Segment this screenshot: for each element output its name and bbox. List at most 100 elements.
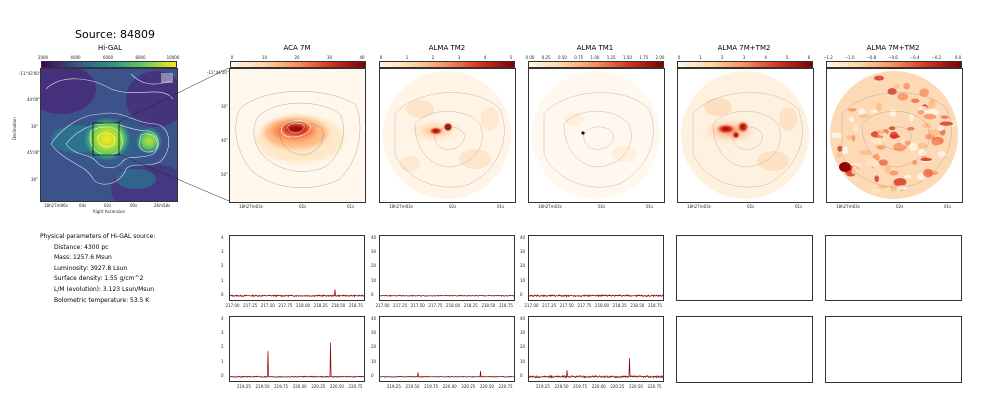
- colorbar-tick-label: −0.6: [888, 55, 898, 60]
- noise-blob: [873, 75, 885, 81]
- higal-ytick-5: 30": [31, 177, 38, 182]
- noise-blob: [937, 151, 947, 158]
- spectrum-ytick-label: 20: [371, 263, 377, 269]
- colorbar-tick-label: 2: [431, 55, 435, 60]
- spectrum-xtick-label: 219.75: [424, 384, 439, 389]
- spectrum-ytick-label: 0: [520, 372, 523, 378]
- panel-title-aca7m: ACA 7M: [283, 44, 311, 52]
- spectrum-xtick-label: 219.50: [405, 384, 420, 389]
- param-mass: Mass: 1257.6 Msun: [54, 254, 112, 262]
- noise-blob: [876, 102, 882, 112]
- map-xtick-label: 01s: [497, 204, 505, 209]
- noise-blob: [909, 142, 918, 152]
- noise-blob: [937, 126, 945, 131]
- colorbar-tick-label: 5: [786, 55, 789, 60]
- param-tbol: Bolometric temperature: 53.5 K: [54, 296, 150, 304]
- colorbar-tm1: [528, 61, 664, 68]
- spectrum-xtick-label: 217.00: [225, 303, 240, 308]
- panel-title-7m-tm2-neg: ALMA 7M+TM2: [866, 44, 920, 52]
- param-luminosity: Luminosity: 3927.8 Lsun: [54, 264, 128, 272]
- colorbar-tick-label: 4: [483, 55, 487, 60]
- colorbar-tick-label: −1.2: [823, 55, 833, 60]
- 7m-tm2-map: [677, 68, 814, 203]
- colorbar-tick-label: 4: [764, 55, 767, 60]
- noise-blob: [859, 114, 870, 118]
- map-xtick-label: 02s: [896, 204, 904, 209]
- spectrum-ytick-label: 0: [221, 291, 224, 297]
- param-distance: Distance: 4300 pc: [54, 243, 109, 251]
- higal-ytick-2: 44'00": [27, 97, 41, 102]
- colorbar-tick-label: 0.25: [541, 55, 551, 60]
- noise-blob: [876, 129, 885, 134]
- noise-blob: [904, 140, 911, 146]
- colorbar-aca7m: [230, 61, 366, 68]
- noise-blob: [851, 166, 858, 175]
- spectrum-line: [380, 371, 514, 378]
- higal-ytick-1: -11°43'00": [19, 71, 41, 76]
- spectrum-line: [230, 289, 364, 298]
- noise-blob: [920, 157, 932, 162]
- higal-xtick-1: 18h27m06s: [44, 203, 68, 208]
- spectrum-ytick-label: 20: [371, 344, 377, 350]
- noise-blob: [839, 162, 851, 172]
- empty-spectrum-panel: [825, 316, 962, 383]
- spectrum-plot: [230, 342, 364, 378]
- spectrum-xtick-label: 219.50: [255, 384, 270, 389]
- spectrum-xtick-label: 218.75: [498, 303, 513, 308]
- empty-spectrum-panel: [825, 235, 962, 301]
- noise-blob: [835, 152, 842, 158]
- colorbar-tick-label: 0.0: [954, 55, 962, 60]
- spectrum-xtick-label: 217.75: [278, 303, 293, 308]
- empty-spectrum-panel: [676, 235, 813, 301]
- spectrum-panel: [528, 235, 664, 301]
- spectrum-panel: [229, 235, 365, 301]
- colorbar-tick-label: 30: [326, 55, 333, 60]
- spectrum-line: [380, 294, 514, 297]
- noise-blob: [847, 108, 857, 112]
- spectrum-ytick-label: 40: [371, 315, 377, 321]
- panel-title-higal: Hi-GAL: [97, 44, 123, 52]
- colorbar-tick-label: −0.8: [866, 55, 877, 60]
- noise-blob: [918, 142, 927, 149]
- colorbar-7m-tm2: [677, 61, 813, 68]
- spectrum-xtick-label: 220.25: [461, 384, 476, 389]
- spectrum-ytick-label: 30: [520, 330, 526, 336]
- spectrum-xtick-label: 218.25: [463, 303, 478, 308]
- noise-blob: [851, 134, 856, 142]
- colorbar-tick-label: −0.2: [931, 55, 942, 60]
- spectrum-xtick-label: 219.50: [554, 384, 569, 389]
- colorbar-tick-label: 3: [742, 55, 746, 60]
- spectrum-xtick-label: 217.00: [375, 303, 390, 308]
- spectrum-xtick-label: 217.50: [559, 303, 574, 308]
- spectrum-xtick-label: 217.75: [577, 303, 592, 308]
- spectrum-xtick-label: 217.25: [393, 303, 408, 308]
- colorbar-tick-label: 6000: [102, 55, 114, 60]
- map-ytick-label: 30": [221, 104, 228, 109]
- colorbar-tick-label: 0: [677, 55, 681, 60]
- spectrum-xtick-label: 220.00: [442, 384, 457, 389]
- colorbar-tick-label: 1.75: [639, 55, 649, 60]
- page-title: Source: 84809: [75, 28, 155, 41]
- spectrum-ytick-label: 10: [371, 358, 377, 364]
- noise-blob: [884, 165, 891, 174]
- colorbar-tick-label: −0.4: [909, 55, 920, 60]
- spectrum-ytick-label: 3: [221, 330, 224, 336]
- spectrum-ytick-label: 4: [221, 315, 224, 321]
- spectrum-xtick-label: 218.00: [446, 303, 461, 308]
- noise-blob: [928, 129, 941, 136]
- spectrum-ytick-label: 30: [371, 249, 377, 255]
- spectrum-panel: [528, 316, 664, 382]
- map-ytick-label: -11°44'20": [207, 70, 229, 75]
- panel-title-tm2: ALMA TM2: [428, 44, 466, 52]
- spectrum-xtick-label: 217.75: [428, 303, 443, 308]
- higal-xtick-2: 04s: [79, 203, 87, 208]
- noise-blob: [928, 100, 936, 108]
- spectrum-xtick-label: 220.00: [591, 384, 606, 389]
- spectrum-plot: [529, 294, 663, 298]
- spectrum-xtick-label: 217.25: [542, 303, 557, 308]
- spectrum-panel: [229, 316, 365, 382]
- noise-blob: [889, 131, 899, 139]
- spectrum-xtick-label: 218.75: [348, 303, 363, 308]
- noise-blob: [939, 121, 954, 126]
- spectrum-ytick-label: 1: [221, 358, 224, 364]
